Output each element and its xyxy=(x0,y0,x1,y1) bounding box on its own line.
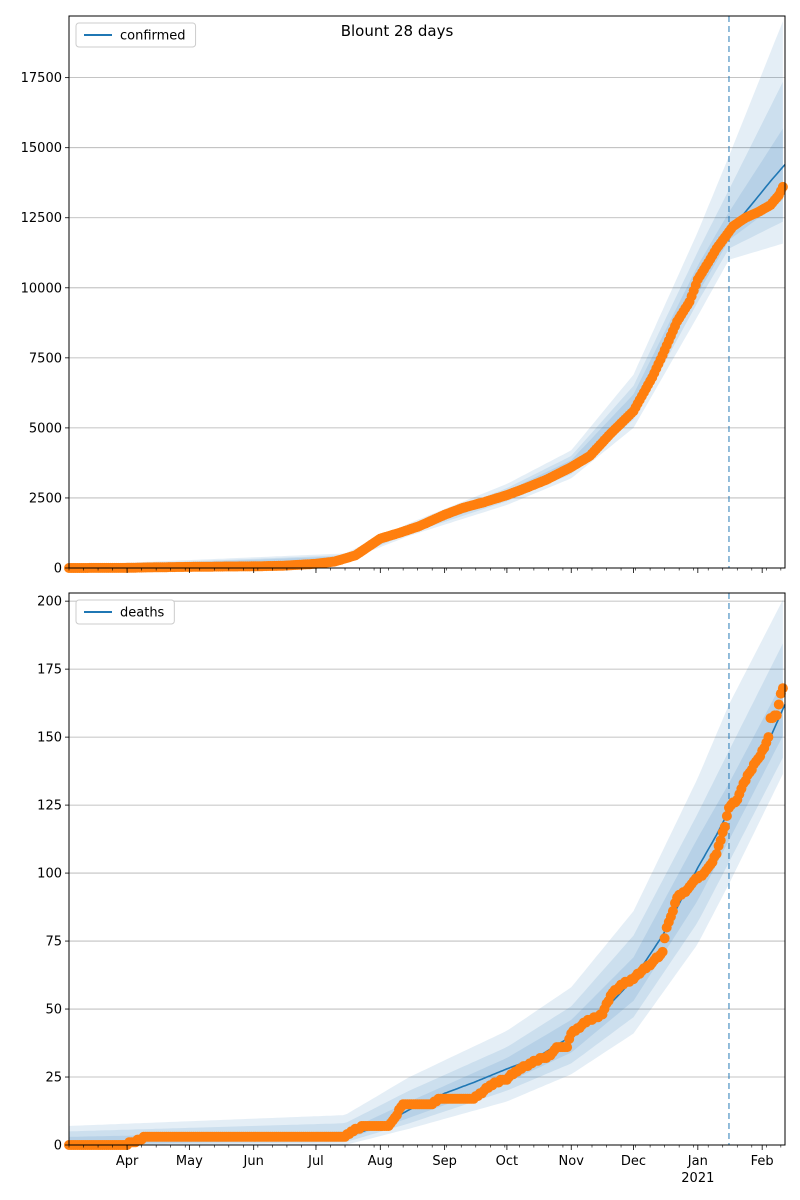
confirmed-legend-label: confirmed xyxy=(120,29,186,44)
deaths-panel: 0 25 50 75 100 125 150 175 200 Apr May Jun Jul Aug Se… xyxy=(37,592,788,1186)
deaths-observed-point xyxy=(773,699,784,710)
confirmed-y-tick-label: 12500 xyxy=(21,211,62,226)
chart-title: Blount 28 days xyxy=(341,22,454,40)
confirmed-band-0 xyxy=(69,21,783,568)
deaths-y-tick-label: 125 xyxy=(37,799,62,814)
confirmed-y-tick-label: 7500 xyxy=(29,351,62,366)
deaths-x-axis: Apr May Jun Jul Aug Sep Oct Nov Dec Jan Feb 2021 xyxy=(68,1145,782,1186)
deaths-y-tick-label: 150 xyxy=(37,731,62,746)
deaths-observed-points xyxy=(64,683,788,1150)
deaths-x-tick-label: Aug xyxy=(368,1154,393,1169)
deaths-x-tick-label: May xyxy=(176,1154,203,1169)
confirmed-y-tick-label: 17500 xyxy=(21,71,62,86)
deaths-legend: deaths xyxy=(75,599,175,625)
deaths-axes-frame xyxy=(68,592,786,1146)
deaths-observed-point xyxy=(667,906,678,917)
deaths-y-tick-label: 75 xyxy=(45,935,62,950)
deaths-band-1 xyxy=(69,643,783,1145)
deaths-observed-point xyxy=(771,710,782,721)
deaths-x-tick-label: Nov xyxy=(559,1154,585,1169)
deaths-observed-point xyxy=(777,683,788,694)
confirmed-panel: 0 2500 5000 7500 10000 12500 15000 17500 confir… xyxy=(21,15,788,577)
deaths-observed-point xyxy=(715,835,726,846)
deaths-x-tick-label: Oct xyxy=(496,1154,518,1169)
deaths-y-axis: 0 25 50 75 100 125 150 175 200 xyxy=(37,595,69,1154)
confirmed-y-tick-label: 2500 xyxy=(29,491,62,506)
confirmed-y-tick-label: 10000 xyxy=(21,281,62,296)
confirmed-legend: confirmed xyxy=(75,22,197,48)
confirmed-axes-frame xyxy=(68,15,786,569)
deaths-observed-point xyxy=(657,946,668,957)
confirmed-y-tick-label: 0 xyxy=(54,562,62,577)
confirmed-legend-box xyxy=(75,22,197,48)
confirmed-observed-point xyxy=(777,181,788,192)
confirmed-y-tick-label: 15000 xyxy=(21,141,62,156)
confirmed-x-axis xyxy=(68,568,782,573)
deaths-observed-point xyxy=(659,933,670,944)
confirmed-gridlines xyxy=(69,77,785,499)
deaths-x-tick-label: Dec xyxy=(621,1154,646,1169)
confirmed-y-axis: 0 2500 5000 7500 10000 12500 15000 17500 xyxy=(21,71,69,577)
deaths-x-tick-label: Apr xyxy=(116,1154,139,1169)
deaths-legend-label: deaths xyxy=(120,606,165,621)
deaths-x-tick-label: Jul xyxy=(307,1154,324,1169)
deaths-observed-point xyxy=(719,821,730,832)
deaths-x-tick-label: Feb xyxy=(751,1154,774,1169)
deaths-x-year-label: 2021 xyxy=(681,1171,714,1186)
deaths-x-tick-label: Jan xyxy=(687,1154,708,1169)
confirmed-y-tick-label: 5000 xyxy=(29,421,62,436)
deaths-observed-point xyxy=(711,849,722,859)
deaths-y-tick-label: 175 xyxy=(37,663,62,678)
deaths-y-tick-label: 200 xyxy=(37,595,62,610)
deaths-legend-box xyxy=(75,599,175,625)
deaths-observed-point xyxy=(562,1042,573,1053)
deaths-y-tick-label: 25 xyxy=(45,1071,62,1086)
deaths-y-tick-label: 50 xyxy=(45,1003,62,1018)
confirmed-observed-points xyxy=(64,181,788,573)
deaths-y-tick-label: 100 xyxy=(37,867,62,882)
deaths-y-tick-label: 0 xyxy=(54,1139,62,1154)
confirmed-bands xyxy=(69,21,783,569)
deaths-observed-point xyxy=(763,732,774,743)
deaths-x-tick-label: Sep xyxy=(432,1154,457,1169)
deaths-observed-point xyxy=(721,811,732,821)
deaths-x-tick-label: Jun xyxy=(243,1154,264,1169)
